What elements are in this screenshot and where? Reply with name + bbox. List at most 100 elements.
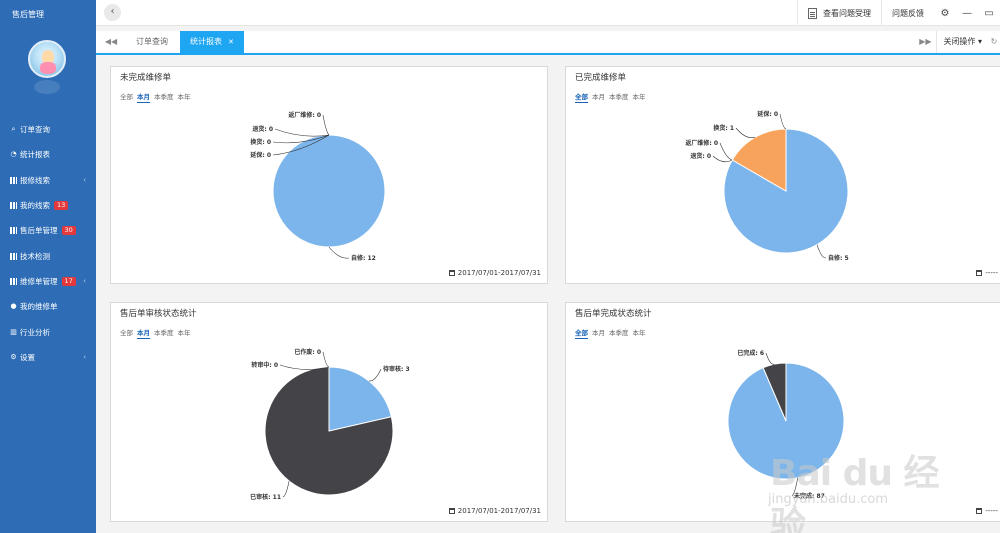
date-range: ----- (976, 269, 998, 277)
period-filter-option[interactable]: 本季度 (154, 93, 174, 101)
pie-label: 退货: 0 (252, 125, 273, 133)
pie-leader-line (735, 127, 756, 138)
close-tab-icon[interactable]: ✕ (228, 38, 234, 46)
panel-title: 未完成维修单 (120, 73, 172, 83)
refresh-icon[interactable]: ↻ (990, 37, 998, 46)
date-range-text: ----- (985, 269, 998, 277)
sidebar-item[interactable]: ◔ 统计报表 (0, 142, 96, 167)
grid-icon (10, 176, 17, 184)
gear-icon[interactable]: ⚙ (940, 7, 950, 19)
tab-scroll-right-icon[interactable]: ▶▶ (919, 37, 932, 46)
period-filter-option[interactable]: 本月 (137, 329, 150, 339)
bar-chart-icon: ▥ (10, 327, 17, 336)
sidebar-item[interactable]: ● 我的维修单 (0, 294, 96, 319)
date-range-text: 2017/07/01-2017/07/31 (457, 507, 541, 515)
period-filter-option[interactable]: 本年 (632, 329, 646, 337)
topbar: ‹ 查看问题受理 问题反馈 ⚙ — ▭ (96, 0, 1000, 26)
chevron-left-icon: ‹ (83, 277, 86, 286)
sidebar-item[interactable]: ▥ 行业分析 (0, 319, 96, 344)
period-filter-tabs: 全部 本月 本季度 本年 (575, 327, 646, 339)
sidebar-item[interactable]: 售后单管理 30 (0, 218, 96, 243)
baidu-watermark: Bai du 经验 jingyan.baidu.com (760, 440, 960, 533)
pie-label: 自修: 12 (351, 254, 376, 262)
period-filter-option[interactable]: 全部 (120, 329, 133, 337)
pie-leader-line (274, 128, 330, 137)
period-filter-option[interactable]: 全部 (575, 329, 588, 339)
sidebar-item[interactable]: ⌕ 订单查询 (0, 117, 96, 142)
pie-label: 延保: 0 (756, 110, 778, 118)
period-filter-option[interactable]: 本年 (177, 329, 191, 337)
pie-label: 退货: 0 (690, 152, 711, 160)
feedback-label: 问题反馈 (892, 8, 924, 18)
count-badge: 30 (61, 226, 76, 236)
period-filter-option[interactable]: 本年 (177, 93, 191, 101)
panel-title: 售后单完成状态统计 (575, 309, 652, 319)
sidebar-item[interactable]: 报修线索 ‹ (0, 168, 96, 193)
period-filter-tabs: 全部 本月 本季度 本年 (120, 327, 191, 339)
pie-label: 自修: 5 (828, 254, 849, 262)
period-filter-option[interactable]: 全部 (575, 93, 588, 103)
sidebar-item[interactable]: 我的线索 13 (0, 193, 96, 218)
date-range: ----- (976, 507, 998, 515)
panel-finished-repair: 已完成维修单 全部 本月 本季度 本年 ----- 自修: 5 退货: 0 返厂维修: 0 换货:… (565, 66, 1000, 284)
pie-leader-line (282, 480, 290, 498)
pie-slice[interactable] (328, 366, 392, 432)
chevron-left-icon: ‹ (83, 353, 86, 362)
tab-scroll-left-icon[interactable]: ◀◀ (104, 37, 118, 46)
period-filter-tabs: 全部 本月 本季度 本年 (120, 91, 191, 103)
period-filter-option[interactable]: 本季度 (609, 329, 629, 337)
minimize-icon[interactable]: — (962, 7, 972, 19)
tab-label: 统计报表 (190, 37, 222, 46)
watermark-main: Bai du 经验 (770, 453, 940, 533)
pie-leader-line (779, 113, 787, 130)
tab-label: 订单查询 (136, 37, 168, 46)
panel-title: 售后单审核状态统计 (120, 309, 197, 319)
pie-leader-line (816, 244, 827, 259)
pie-leader-line (322, 114, 330, 136)
period-filter-option[interactable]: 本月 (592, 93, 605, 101)
close-operations-dropdown[interactable]: 关闭操作 ▾ (936, 31, 988, 53)
pie-leader-line (368, 368, 382, 382)
period-filter-option[interactable]: 本年 (632, 93, 646, 101)
avatar-shadow (34, 80, 60, 94)
pie-leader-line (272, 134, 330, 144)
calendar-icon (448, 270, 455, 276)
date-range-text: 2017/07/01-2017/07/31 (457, 269, 541, 277)
search-icon: ⌕ (11, 125, 16, 134)
pie-leader-line (719, 142, 733, 161)
collapse-sidebar-button[interactable]: ‹ (104, 4, 121, 21)
pie-chart: 自修: 5 退货: 0 返厂维修: 0 换货: 1 延保: 0 (685, 110, 849, 262)
sidebar-menu: ⌕ 订单查询 ◔ 统计报表 报修线索 ‹ 我的线索 13 售后单管理 30 技术检测 维修单管理 17 ‹… (0, 117, 96, 370)
sidebar-item[interactable]: ⚙ 设置 ‹ (0, 345, 96, 370)
grid-icon (10, 202, 17, 210)
sidebar-item-label: 我的维修单 (20, 302, 58, 312)
watermark-sub: jingyan.baidu.com (768, 492, 888, 507)
pie-icon: ◔ (10, 150, 17, 159)
pie-leader-line (328, 246, 350, 259)
pie-slice[interactable] (264, 366, 394, 496)
period-filter-option[interactable]: 全部 (120, 93, 133, 101)
pie-label: 已审核: 11 (250, 493, 281, 501)
calendar-icon (448, 508, 455, 514)
tab-order-query[interactable]: 订单查询 (126, 31, 178, 53)
period-filter-option[interactable]: 本月 (592, 329, 605, 337)
feedback-button[interactable]: 问题反馈 (881, 0, 934, 26)
period-filter-option[interactable]: 本季度 (154, 329, 174, 337)
period-filter-option[interactable]: 本月 (137, 93, 150, 103)
pie-label: 返厂维修: 0 (288, 111, 321, 119)
pie-chart: 待审核: 3 已审核: 11 转审中: 0 已作废: 0 (250, 348, 410, 501)
sidebar-item[interactable]: 维修单管理 17 ‹ (0, 269, 96, 294)
period-filter-tabs: 全部 本月 本季度 本年 (575, 91, 646, 103)
sidebar-item[interactable]: 技术检测 (0, 243, 96, 268)
period-filter-option[interactable]: 本季度 (609, 93, 629, 101)
pie-label: 待审核: 3 (383, 365, 410, 373)
grid-icon (10, 227, 17, 235)
tab-statistics-report[interactable]: 统计报表 ✕ (180, 31, 244, 53)
sidebar-item-label: 售后单管理 (20, 226, 58, 236)
view-issue-button[interactable]: 查看问题受理 (797, 0, 881, 26)
maximize-icon[interactable]: ▭ (984, 7, 994, 19)
sidebar-item-label: 设置 (20, 352, 35, 362)
panel-title: 已完成维修单 (575, 73, 627, 83)
pie-label: 换货: 0 (250, 138, 271, 146)
avatar[interactable] (28, 40, 66, 78)
